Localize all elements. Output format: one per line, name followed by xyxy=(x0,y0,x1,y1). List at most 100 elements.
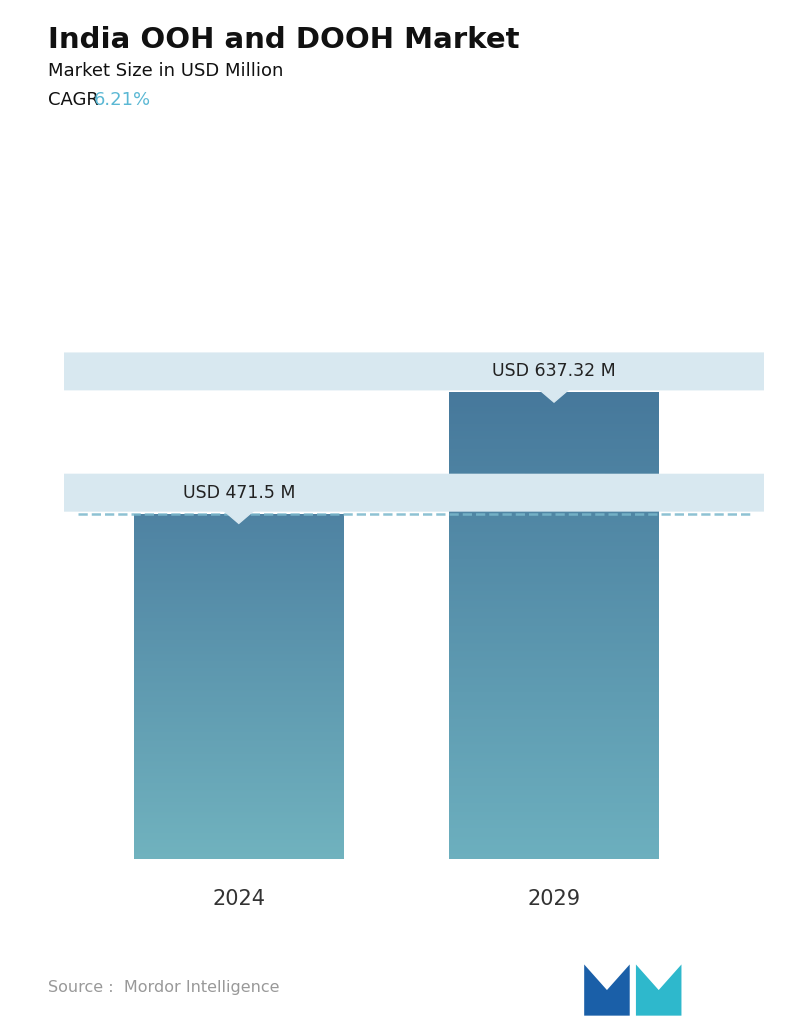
Bar xyxy=(134,717,344,719)
Bar xyxy=(449,678,659,680)
Bar xyxy=(134,572,344,574)
Bar xyxy=(449,839,659,840)
Bar xyxy=(134,722,344,723)
Bar xyxy=(134,786,344,788)
Bar xyxy=(134,600,344,601)
Bar xyxy=(449,818,659,820)
Bar xyxy=(449,821,659,823)
Bar xyxy=(449,457,659,459)
Polygon shape xyxy=(584,965,630,1015)
Bar xyxy=(134,699,344,700)
Bar xyxy=(134,750,344,751)
Bar xyxy=(449,573,659,575)
Bar xyxy=(449,555,659,557)
Text: 2029: 2029 xyxy=(528,889,580,909)
Bar xyxy=(134,799,344,801)
Bar xyxy=(134,676,344,678)
Bar xyxy=(449,450,659,452)
Bar xyxy=(134,729,344,730)
Bar xyxy=(449,670,659,672)
Bar xyxy=(134,587,344,588)
Bar xyxy=(134,571,344,573)
Bar xyxy=(134,758,344,760)
Bar xyxy=(449,688,659,690)
Bar xyxy=(134,568,344,569)
Bar xyxy=(134,579,344,580)
Bar xyxy=(449,676,659,678)
Bar xyxy=(449,829,659,830)
Bar xyxy=(449,496,659,498)
Bar xyxy=(449,661,659,663)
Bar xyxy=(449,498,659,499)
Bar xyxy=(449,596,659,598)
Bar xyxy=(449,472,659,474)
Bar xyxy=(134,736,344,738)
Bar xyxy=(134,720,344,721)
Bar xyxy=(134,578,344,579)
Bar xyxy=(134,843,344,844)
Bar xyxy=(134,581,344,583)
Bar xyxy=(134,664,344,666)
Bar xyxy=(134,713,344,716)
Bar xyxy=(134,650,344,651)
Bar xyxy=(134,580,344,582)
Bar xyxy=(449,768,659,770)
Bar xyxy=(449,814,659,815)
Bar xyxy=(134,709,344,710)
Bar xyxy=(449,552,659,554)
Bar xyxy=(449,759,659,761)
Bar xyxy=(134,644,344,646)
Bar xyxy=(449,422,659,424)
Bar xyxy=(449,400,659,402)
Bar xyxy=(134,634,344,636)
Bar xyxy=(134,547,344,548)
Bar xyxy=(449,591,659,594)
Bar xyxy=(134,777,344,779)
Bar xyxy=(134,556,344,557)
Bar xyxy=(134,782,344,783)
Bar xyxy=(449,706,659,708)
Bar xyxy=(449,568,659,570)
Bar xyxy=(449,857,659,858)
Bar xyxy=(449,737,659,739)
Bar xyxy=(449,817,659,818)
Bar xyxy=(449,855,659,857)
Bar xyxy=(134,586,344,587)
Bar xyxy=(449,787,659,789)
Bar xyxy=(449,529,659,530)
Bar xyxy=(449,846,659,848)
Bar xyxy=(449,820,659,821)
Bar xyxy=(134,835,344,837)
Bar xyxy=(134,805,344,807)
Bar xyxy=(134,576,344,577)
Bar xyxy=(449,660,659,662)
Bar xyxy=(449,524,659,526)
Bar xyxy=(449,716,659,718)
Bar xyxy=(134,755,344,757)
Bar xyxy=(449,740,659,742)
Bar xyxy=(134,737,344,739)
Bar xyxy=(134,779,344,781)
Bar xyxy=(134,592,344,595)
Bar xyxy=(449,704,659,706)
Bar xyxy=(449,630,659,632)
Bar xyxy=(449,482,659,484)
Bar xyxy=(449,679,659,681)
Bar xyxy=(449,610,659,612)
Bar xyxy=(134,640,344,641)
Bar xyxy=(134,747,344,749)
Bar xyxy=(134,760,344,761)
Bar xyxy=(134,611,344,613)
Bar xyxy=(134,764,344,765)
Bar xyxy=(449,762,659,764)
Bar xyxy=(449,633,659,635)
Bar xyxy=(449,511,659,512)
Bar xyxy=(134,674,344,676)
Bar xyxy=(449,626,659,628)
Bar xyxy=(134,826,344,827)
Bar xyxy=(449,613,659,615)
Bar xyxy=(449,738,659,740)
Bar xyxy=(449,801,659,802)
Bar xyxy=(134,577,344,578)
Bar xyxy=(449,848,659,849)
